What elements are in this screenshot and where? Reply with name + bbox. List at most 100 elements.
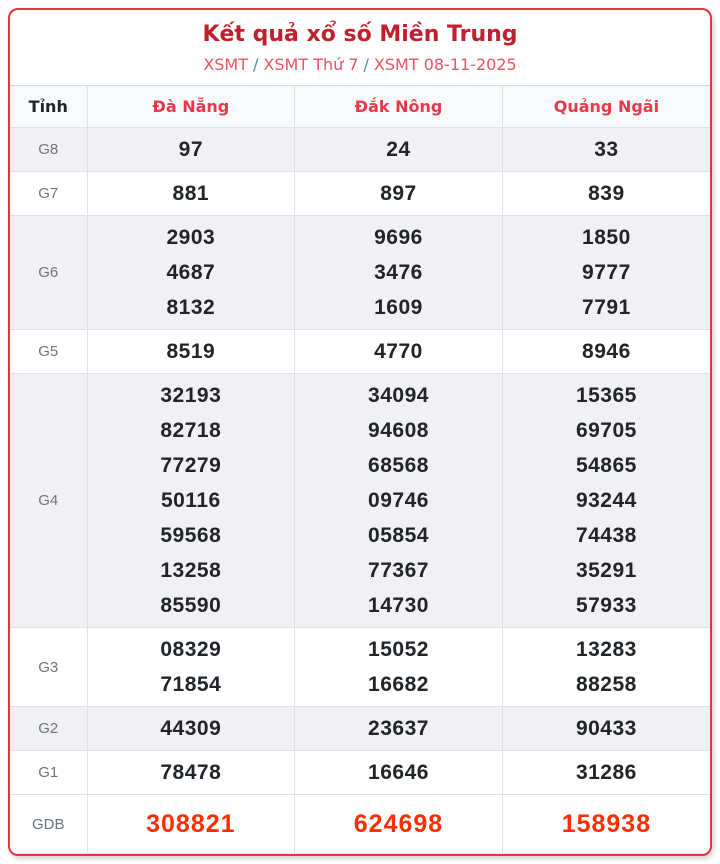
- prize-number: 97: [178, 138, 203, 161]
- prize-row-g8: G8 97 24 33: [10, 127, 710, 172]
- prize-number: 82718: [160, 419, 222, 442]
- prize-number: 7791: [582, 296, 631, 319]
- prize-label: G8: [10, 127, 88, 172]
- prize-number: 34094: [368, 384, 429, 407]
- prize-row-g6: G6 2903 4687 8132 9696 3476 1609 1850 9777 7791: [10, 215, 710, 330]
- prize-numbers-cell: 15052 16682: [294, 627, 503, 707]
- prize-numbers-cell: 32193 82718 77279 50116 59568 13258 85590: [86, 373, 296, 628]
- breadcrumb-separator: /: [363, 55, 369, 74]
- breadcrumb-link-xsmt-date[interactable]: XSMT 08-11-2025: [373, 55, 517, 74]
- prize-number: 13283: [575, 638, 637, 661]
- prize-numbers-cell: 78478: [86, 750, 296, 795]
- prize-row-g7: G7 881 897 839: [10, 171, 710, 216]
- prize-number: 57933: [575, 594, 637, 617]
- prize-row-g3: G3 08329 71854 15052 16682 13283 88258: [10, 627, 710, 707]
- prize-number: 44309: [160, 717, 222, 740]
- prize-number: 32193: [160, 384, 222, 407]
- prize-label: G5: [10, 329, 88, 374]
- prize-number: 69705: [575, 419, 637, 442]
- prize-numbers-cell: 97: [86, 127, 296, 172]
- prize-number: 1609: [374, 296, 423, 319]
- prize-number: 05854: [368, 524, 429, 547]
- prize-number: 54865: [575, 454, 637, 477]
- column-header-da-nang[interactable]: Đà Nẵng: [86, 85, 296, 128]
- prize-number: 2903: [166, 226, 216, 249]
- prize-number: 897: [380, 182, 417, 205]
- province-column-header: Tỉnh: [10, 85, 88, 128]
- prize-number: 9696: [374, 226, 423, 249]
- prize-label: G1: [10, 750, 88, 795]
- prize-label: G6: [10, 215, 88, 330]
- breadcrumb: XSMT / XSMT Thứ 7/XSMT 08-11-2025: [18, 54, 702, 76]
- prize-number: 71854: [160, 673, 222, 696]
- prize-numbers-cell: 839: [501, 171, 710, 216]
- prize-row-g2: G2 44309 23637 90433: [10, 706, 710, 751]
- prize-row-g5: G5 8519 4770 8946: [10, 329, 710, 374]
- prize-numbers-cell: 13283 88258: [501, 627, 710, 707]
- prize-numbers-cell: 8946: [501, 329, 710, 374]
- prize-number: 93244: [575, 489, 637, 512]
- prize-number: 31286: [575, 761, 637, 784]
- prize-numbers-cell: 23637: [294, 706, 503, 751]
- prize-number: 09746: [368, 489, 429, 512]
- prize-numbers-cell: 158938: [501, 794, 710, 854]
- prize-number: 16682: [368, 673, 429, 696]
- prize-numbers-cell: 4770: [294, 329, 503, 374]
- prize-number: 24: [386, 138, 411, 161]
- prize-number: 3476: [374, 261, 423, 284]
- breadcrumb-link-xsmt[interactable]: XSMT: [203, 55, 249, 74]
- prize-number: 8519: [166, 340, 216, 363]
- prize-numbers-cell: 8519: [86, 329, 296, 374]
- prize-number: 08329: [160, 638, 222, 661]
- card-header: Kết quả xổ số Miền Trung XSMT / XSMT Thứ 7…: [10, 10, 710, 85]
- prize-number: 23637: [368, 717, 429, 740]
- prize-numbers-cell: 2903 4687 8132: [86, 215, 296, 330]
- page-title: Kết quả xổ số Miền Trung: [202, 22, 518, 47]
- prize-number: 88258: [575, 673, 637, 696]
- prize-numbers-cell: 90433: [501, 706, 710, 751]
- prize-number: 8132: [166, 296, 216, 319]
- prize-number: 90433: [575, 717, 637, 740]
- prize-numbers-cell: 16646: [294, 750, 503, 795]
- prize-number: 308821: [146, 810, 236, 838]
- prize-row-g1: G1 78478 16646 31286: [10, 750, 710, 795]
- column-header-quang-ngai[interactable]: Quảng Ngãi: [501, 85, 710, 128]
- prize-number: 839: [588, 182, 625, 205]
- prize-number: 77367: [368, 559, 429, 582]
- prize-numbers-cell: 897: [294, 171, 503, 216]
- prize-number: 78478: [160, 761, 222, 784]
- prize-numbers-cell: 08329 71854: [86, 627, 296, 707]
- prize-numbers-cell: 33: [501, 127, 710, 172]
- prize-numbers-cell: 15365 69705 54865 93244 74438 35291 57933: [501, 373, 710, 628]
- prize-numbers-cell: 881: [86, 171, 296, 216]
- prize-number: 4687: [166, 261, 216, 284]
- prize-number: 881: [172, 182, 210, 205]
- prize-number: 68568: [368, 454, 429, 477]
- column-header-dak-nong[interactable]: Đắk Nông: [294, 85, 503, 128]
- results-table: Tỉnh Đà Nẵng Đắk Nông Quảng Ngãi G8 97 24 3…: [10, 85, 710, 854]
- results-table-body: G8 97 24 33 G7 881 897 839 G6 2903 4687 8132 9696 347…: [10, 127, 710, 854]
- prize-number: 624698: [353, 810, 444, 838]
- prize-number: 94608: [368, 419, 429, 442]
- prize-label: G2: [10, 706, 88, 751]
- prize-number: 77279: [160, 454, 222, 477]
- prize-number: 85590: [160, 594, 222, 617]
- prize-numbers-cell: 31286: [501, 750, 710, 795]
- prize-number: 50116: [160, 489, 221, 512]
- prize-number: 9777: [582, 261, 631, 284]
- breadcrumb-link-xsmt-thu-7[interactable]: XSMT Thứ 7: [263, 55, 359, 74]
- prize-number: 33: [594, 138, 619, 161]
- prize-number: 15365: [575, 384, 637, 407]
- prize-number: 158938: [561, 810, 652, 838]
- prize-number: 35291: [575, 559, 637, 582]
- prize-label: G3: [10, 627, 88, 707]
- prize-numbers-cell: 44309: [86, 706, 296, 751]
- prize-number: 16646: [368, 761, 429, 784]
- prize-number: 15052: [368, 638, 429, 661]
- prize-number: 1850: [582, 226, 631, 249]
- prize-label: GDB: [10, 794, 88, 854]
- prize-row-g4: G4 32193 82718 77279 50116 59568 13258 85590 340…: [10, 373, 710, 628]
- prize-number: 8946: [582, 340, 631, 363]
- lottery-results-card: Kết quả xổ số Miền Trung XSMT / XSMT Thứ 7…: [8, 8, 712, 856]
- prize-label: G7: [10, 171, 88, 216]
